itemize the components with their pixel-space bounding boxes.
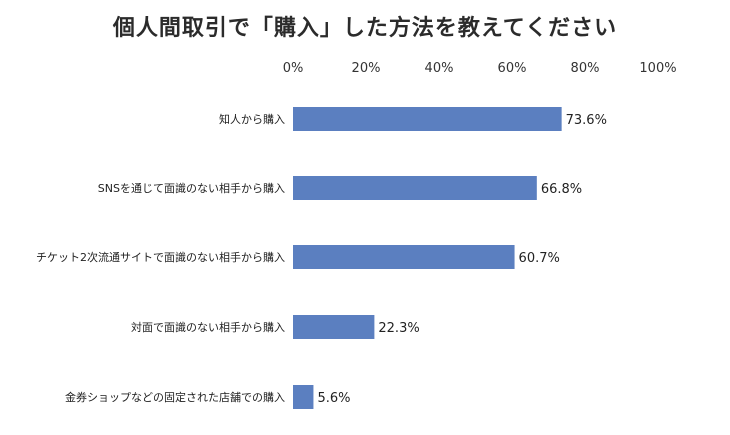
bar xyxy=(293,245,515,269)
bars xyxy=(293,107,562,409)
category-label: チケット2次流通サイトで面識のない相手から購入 xyxy=(36,250,285,264)
value-label: 66.8% xyxy=(541,182,582,197)
bar xyxy=(293,315,375,339)
x-tick-label: 100% xyxy=(639,61,676,76)
chart-title: 個人間取引で「購入」した方法を教えてください xyxy=(112,16,618,41)
category-label: SNSを通じて面識のない相手から購入 xyxy=(98,181,285,195)
category-label: 対面で面識のない相手から購入 xyxy=(131,320,285,334)
category-labels: 知人から購入 SNSを通じて面識のない相手から購入チケット2次流通サイトで面識のな… xyxy=(36,112,285,404)
x-tick-label: 60% xyxy=(498,61,527,76)
x-tick-label: 80% xyxy=(571,61,600,76)
bar xyxy=(293,107,562,131)
category-label: 金券ショップなどの固定された店舗での購入 xyxy=(65,390,285,404)
x-axis-ticks: 0% 20% 40% 60% 80% 100% xyxy=(283,61,677,76)
value-labels: 73.6% 66.8% 60.7% 22.3% 5.6% xyxy=(317,113,607,406)
value-label: 60.7% xyxy=(519,251,560,266)
x-tick-label: 0% xyxy=(283,61,304,76)
value-label: 73.6% xyxy=(566,113,607,128)
x-tick-label: 20% xyxy=(352,61,381,76)
value-label: 5.6% xyxy=(317,391,350,406)
bar xyxy=(293,176,537,200)
value-label: 22.3% xyxy=(378,321,419,336)
x-tick-label: 40% xyxy=(425,61,454,76)
category-label: 知人から購入 xyxy=(219,112,285,126)
bar xyxy=(293,385,314,409)
